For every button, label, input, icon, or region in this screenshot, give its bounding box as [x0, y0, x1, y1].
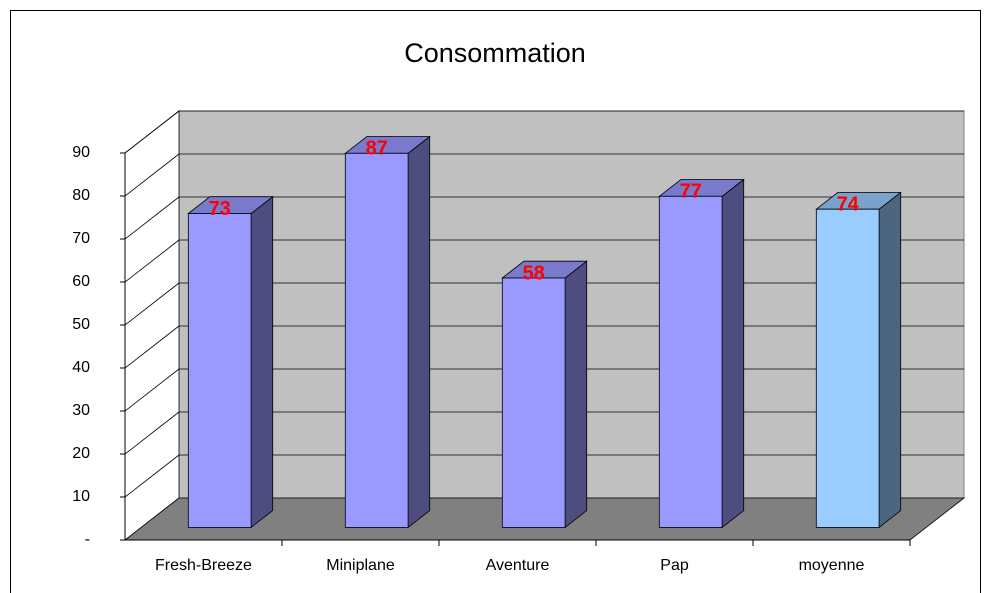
- bar-side: [564, 260, 588, 529]
- grid-line: [124, 282, 180, 326]
- bar: [658, 195, 723, 528]
- grid-line: [124, 196, 180, 240]
- bar-side: [878, 191, 902, 529]
- bar: [815, 208, 880, 528]
- bar-side: [250, 195, 274, 529]
- bar: [501, 277, 566, 528]
- y-tick-label: 60: [72, 273, 90, 290]
- y-tick-label: 90: [72, 144, 90, 161]
- value-label: 74: [837, 193, 860, 215]
- bar: [187, 213, 252, 528]
- value-label: 87: [366, 138, 388, 160]
- value-label: 77: [680, 181, 702, 203]
- grid-line: [124, 368, 180, 412]
- bar: [344, 152, 409, 528]
- chart-title: Consommation: [404, 38, 586, 68]
- y-tick-label: 20: [72, 445, 90, 462]
- y-tick-label: 10: [72, 488, 90, 505]
- bar-side: [721, 178, 745, 529]
- y-tick-label: -: [85, 531, 90, 548]
- x-tick-label: Miniplane: [326, 557, 395, 574]
- grid-line: [124, 153, 180, 197]
- grid-line: [124, 411, 180, 455]
- bar-side: [407, 135, 431, 529]
- x-tick-label: Fresh-Breeze: [155, 557, 252, 574]
- grid-line: [124, 325, 180, 369]
- y-tick-label: 30: [72, 402, 90, 419]
- y-tick-label: 80: [72, 187, 90, 204]
- x-tick-label: Pap: [660, 557, 689, 574]
- x-tick-label: Aventure: [486, 557, 550, 574]
- value-label: 73: [209, 198, 231, 220]
- y-tick-label: 70: [72, 230, 90, 247]
- x-tick-label: moyenne: [799, 557, 865, 574]
- value-label: 58: [523, 262, 545, 284]
- y-tick-label: 50: [72, 316, 90, 333]
- grid-line: [124, 239, 180, 283]
- grid-line: [124, 110, 180, 154]
- grid-line: [124, 454, 180, 498]
- y-tick-label: 40: [72, 359, 90, 376]
